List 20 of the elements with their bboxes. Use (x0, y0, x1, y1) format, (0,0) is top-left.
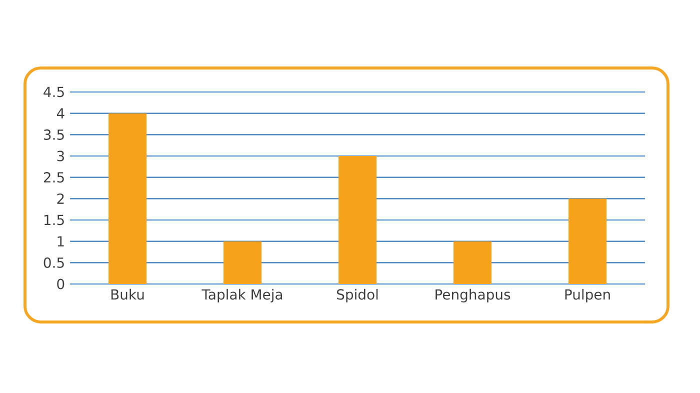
y-tick-label: 4.5 (44, 86, 64, 98)
x-tick-label: Taplak Meja (202, 288, 282, 302)
y-tick-label: 2 (57, 193, 64, 204)
bar (454, 241, 492, 284)
y-tick-label: 1.5 (44, 214, 64, 226)
y-tick-label: 2.5 (44, 172, 64, 183)
x-tick-label: Spidol (337, 288, 378, 302)
bar (224, 241, 262, 284)
x-tick-label: Pulpen (565, 288, 610, 302)
y-tick-label: 3.5 (44, 129, 64, 140)
y-tick-label: 0 (57, 278, 64, 290)
y-tick-label: 4 (56, 108, 64, 118)
y-tick-label: 3 (57, 150, 64, 162)
y-tick-label: 0.5 (44, 257, 64, 268)
x-tick-label: Penghapus (436, 288, 510, 302)
bar (108, 113, 147, 284)
bar (338, 156, 377, 284)
y-tick-label: 1 (58, 236, 64, 246)
bar (568, 198, 607, 284)
x-tick-label: Buku (111, 288, 144, 300)
